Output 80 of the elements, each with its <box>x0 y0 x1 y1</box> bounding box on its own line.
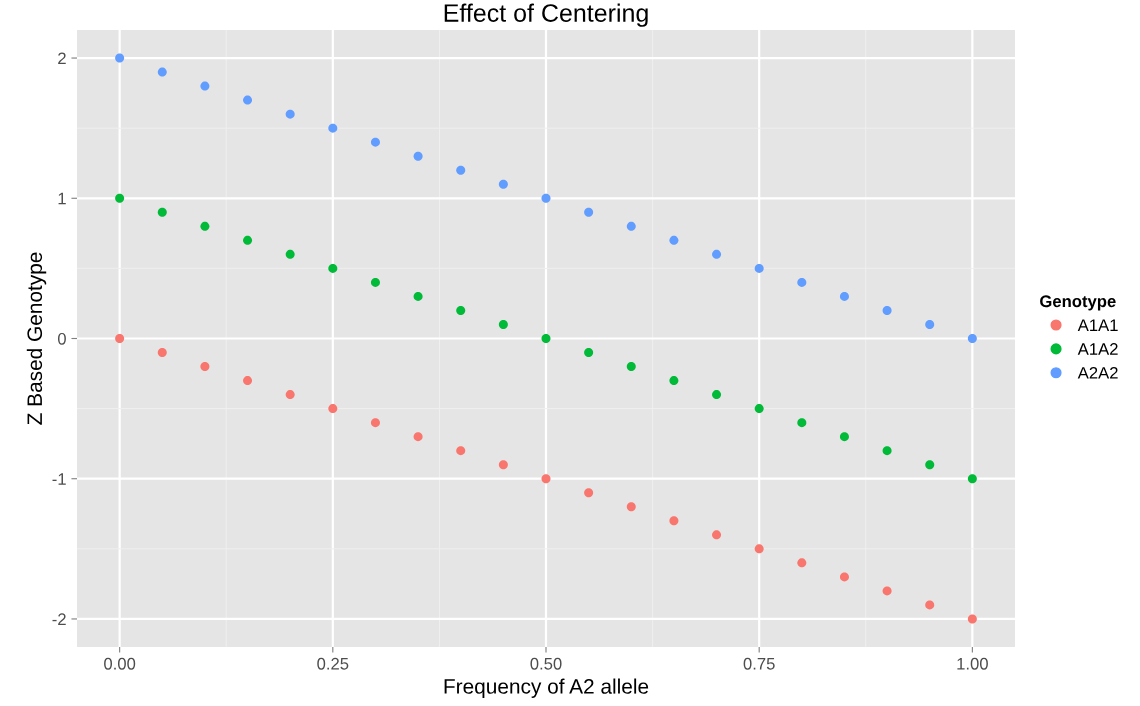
point <box>882 305 892 315</box>
point <box>115 53 125 63</box>
point <box>712 249 722 259</box>
point <box>712 390 722 400</box>
point <box>541 334 551 343</box>
y-tick-label: 2 <box>58 52 66 65</box>
point <box>925 460 935 470</box>
point <box>157 348 167 358</box>
point <box>925 319 935 329</box>
point <box>669 516 679 526</box>
point <box>882 586 892 596</box>
chart-title: Effect of Centering <box>444 3 648 27</box>
point <box>626 362 636 372</box>
point <box>584 348 594 358</box>
legend-label: A1A2 <box>1077 343 1118 355</box>
point <box>498 179 508 189</box>
point <box>797 418 807 428</box>
y-tick-label: -1 <box>52 473 66 485</box>
point <box>839 572 849 582</box>
point <box>669 235 679 245</box>
point <box>370 137 380 147</box>
point <box>243 95 253 105</box>
point <box>925 600 935 610</box>
point <box>541 474 551 484</box>
point <box>115 193 125 203</box>
x-tick-label: 0.75 <box>743 657 775 670</box>
point <box>967 474 977 484</box>
point <box>200 81 210 91</box>
y-axis-title: Z Based Genotype <box>26 252 47 425</box>
point <box>669 376 679 386</box>
point <box>456 446 466 456</box>
point <box>584 207 594 217</box>
y-tick-label: 0 <box>57 332 66 345</box>
point <box>456 305 466 315</box>
point <box>200 362 210 372</box>
point <box>754 544 764 554</box>
x-tick-label: 0.50 <box>530 657 562 670</box>
point <box>370 418 380 428</box>
point <box>328 123 338 133</box>
legend-title: Genotype <box>1040 295 1116 311</box>
point <box>712 530 722 540</box>
point <box>243 376 253 386</box>
point <box>200 221 210 231</box>
point <box>413 291 423 301</box>
legend-label: A2A2 <box>1077 366 1118 379</box>
point <box>541 193 551 203</box>
point <box>413 432 423 442</box>
x-axis-title: Frequency of A2 allele <box>444 678 649 698</box>
point <box>797 277 807 287</box>
point <box>456 165 466 175</box>
point <box>285 109 295 119</box>
point <box>328 263 338 273</box>
point <box>115 334 125 343</box>
point <box>157 67 167 77</box>
point <box>157 207 167 217</box>
point <box>498 460 508 470</box>
x-tick-label: 1.00 <box>957 657 988 670</box>
point <box>626 221 636 231</box>
y-tick-label: 1 <box>58 192 66 205</box>
point <box>285 390 295 400</box>
x-tick-label: 0.00 <box>104 657 136 670</box>
point <box>882 446 892 456</box>
point <box>797 558 807 568</box>
point <box>370 277 380 287</box>
point <box>413 151 423 161</box>
point <box>839 291 849 301</box>
point <box>839 432 849 442</box>
x-tick-label: 0.25 <box>317 657 349 670</box>
point <box>285 249 295 259</box>
point <box>967 334 977 343</box>
point <box>498 319 508 329</box>
point <box>754 263 764 273</box>
legend-label: A1A1 <box>1077 319 1118 331</box>
point <box>584 488 594 498</box>
point <box>754 404 764 414</box>
point <box>626 502 636 512</box>
point <box>967 614 977 624</box>
y-tick-label: -2 <box>52 613 66 625</box>
point <box>328 404 338 414</box>
point <box>243 235 253 245</box>
